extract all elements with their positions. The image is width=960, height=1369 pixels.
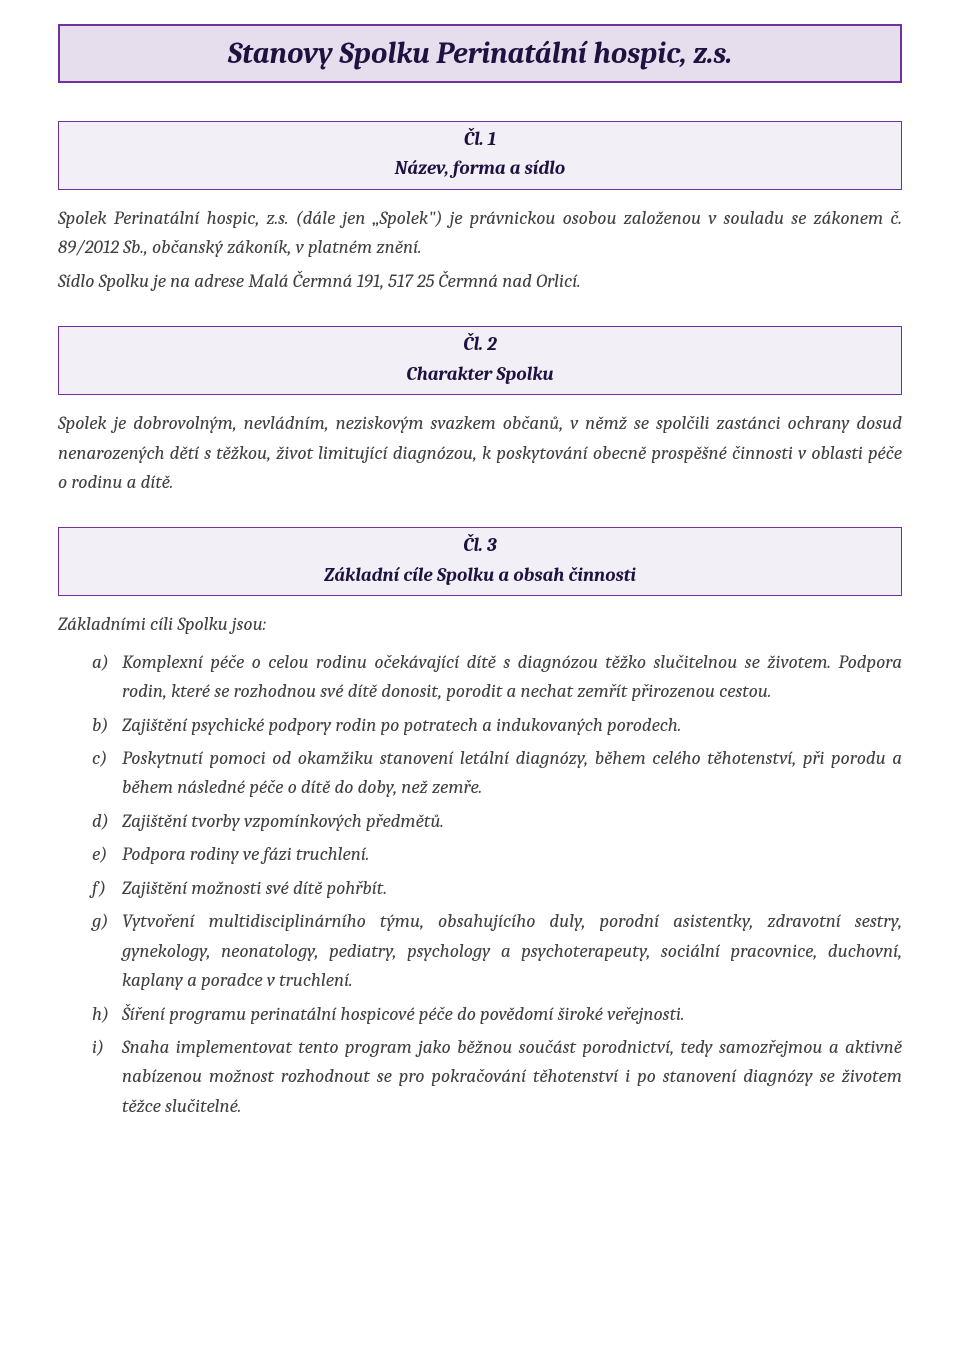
list-marker: a)	[92, 648, 109, 677]
list-marker: g)	[92, 907, 108, 936]
section-header-3: Čl. 3 Základní cíle Spolku a obsah činno…	[58, 527, 902, 596]
list-item: g) Vytvoření multidisciplinárního týmu, …	[92, 907, 902, 995]
list-item: i) Snaha implementovat tento program jak…	[92, 1033, 902, 1121]
list-marker: e)	[92, 840, 107, 869]
list-item: a) Komplexní péče o celou rodinu očekáva…	[92, 648, 902, 707]
article-number: Čl. 1	[69, 125, 891, 154]
list-item: c) Poskytnutí pomoci od okamžiku stanove…	[92, 744, 902, 803]
list-marker: h)	[92, 1000, 109, 1029]
list-item: h) Šíření programu perinatální hospicové…	[92, 1000, 902, 1029]
list-item: b) Zajištění psychické podpory rodin po …	[92, 711, 902, 740]
document-title-box: Stanovy Spolku Perinatální hospic, z.s.	[58, 24, 902, 83]
list-text: Zajištění psychické podpory rodin po pot…	[122, 714, 681, 736]
article-number: Čl. 3	[69, 531, 891, 560]
paragraph: Spolek je dobrovolným, nevládním, nezisk…	[58, 409, 902, 497]
list-marker: c)	[92, 744, 107, 773]
paragraph: Spolek Perinatální hospic, z.s. (dále je…	[58, 204, 902, 263]
list-text: Šíření programu perinatální hospicové pé…	[122, 1003, 684, 1025]
article-number: Čl. 2	[69, 330, 891, 359]
list-text: Poskytnutí pomoci od okamžiku stanovení …	[122, 747, 902, 798]
section-header-2: Čl. 2 Charakter Spolku	[58, 326, 902, 395]
list-item: d) Zajištění tvorby vzpomínkových předmě…	[92, 807, 902, 836]
section-header-1: Čl. 1 Název, forma a sídlo	[58, 121, 902, 190]
document-title: Stanovy Spolku Perinatální hospic, z.s.	[72, 34, 888, 73]
list-text: Zajištění tvorby vzpomínkových předmětů.	[122, 810, 444, 832]
list-item: e) Podpora rodiny ve fázi truchlení.	[92, 840, 902, 869]
list-intro: Základními cíli Spolku jsou:	[58, 610, 902, 639]
list-text: Podpora rodiny ve fázi truchlení.	[122, 843, 369, 865]
list-text: Zajištění možnosti své dítě pohřbít.	[122, 877, 387, 899]
list-text: Komplexní péče o celou rodinu očekávajíc…	[122, 651, 902, 702]
article-title: Název, forma a sídlo	[69, 154, 891, 183]
list-marker: f)	[92, 874, 106, 903]
list-text: Snaha implementovat tento program jako b…	[122, 1036, 902, 1117]
list-item: f) Zajištění možnosti své dítě pohřbít.	[92, 874, 902, 903]
list-marker: b)	[92, 711, 109, 740]
list-text: Vytvoření multidisciplinárního týmu, obs…	[122, 910, 902, 991]
goals-list: a) Komplexní péče o celou rodinu očekáva…	[58, 648, 902, 1122]
paragraph: Sídlo Spolku je na adrese Malá Čermná 19…	[58, 267, 902, 296]
article-title: Charakter Spolku	[69, 360, 891, 389]
list-marker: d)	[92, 807, 109, 836]
list-marker: i)	[92, 1033, 104, 1062]
article-title: Základní cíle Spolku a obsah činnosti	[69, 561, 891, 590]
